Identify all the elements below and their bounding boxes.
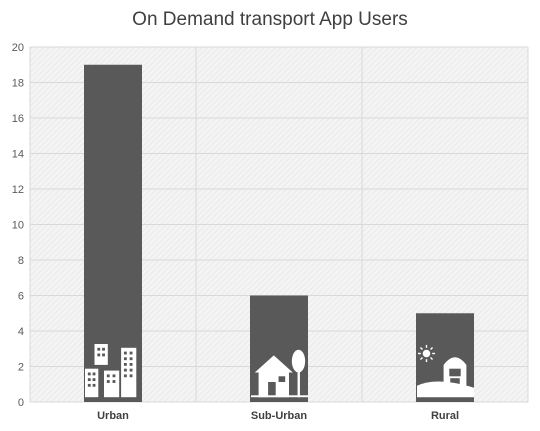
- y-tick-label: 6: [18, 291, 24, 303]
- x-category-label: Urban: [97, 410, 129, 422]
- bar-urban: [84, 64, 142, 402]
- y-tick-label: 2: [18, 362, 24, 374]
- y-tick-label: 0: [18, 397, 24, 409]
- y-tick-label: 4: [18, 326, 24, 338]
- rural-barn-icon: [417, 344, 474, 398]
- city-buildings-icon: [85, 344, 137, 398]
- y-tick-label: 20: [12, 42, 24, 54]
- y-tick-label: 12: [12, 184, 24, 196]
- y-tick-label: 8: [18, 255, 24, 267]
- y-tick-label: 16: [12, 113, 24, 125]
- y-tick-label: 10: [12, 220, 24, 232]
- y-tick-label: 18: [12, 78, 24, 90]
- suburban-house-icon: [251, 349, 308, 398]
- chart-title: On Demand transport App Users: [132, 9, 408, 30]
- x-category-label: Sub-Urban: [251, 410, 308, 422]
- y-tick-label: 14: [12, 149, 24, 161]
- x-category-label: Rural: [431, 410, 459, 422]
